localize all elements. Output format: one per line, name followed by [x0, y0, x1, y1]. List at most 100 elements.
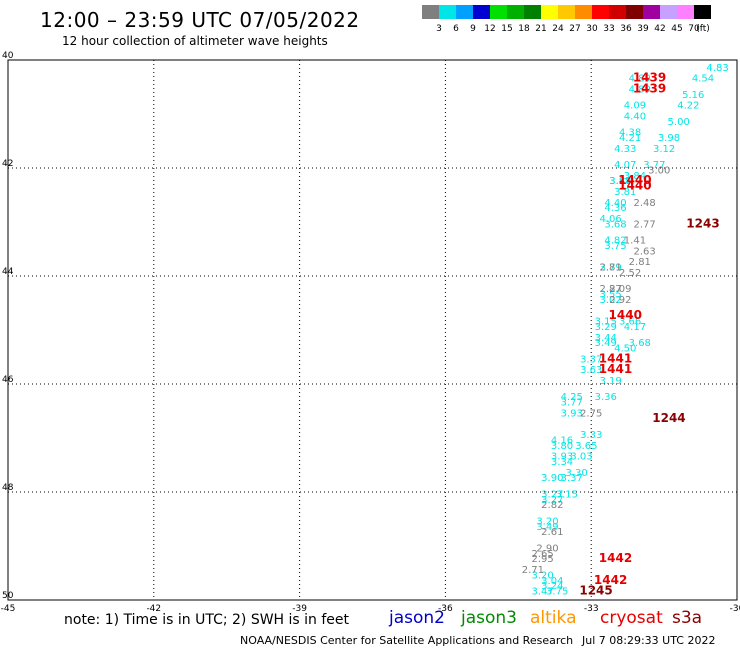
lat-tick-label: 44: [2, 267, 14, 277]
swh-label: 3.30: [565, 468, 587, 479]
swh-label: 3.44: [595, 333, 617, 344]
swh-label: 5.00: [668, 117, 690, 128]
swh-label: 3.03: [570, 452, 592, 463]
swh-label: 3.37: [561, 473, 583, 484]
swh-label: 3.75: [604, 241, 626, 252]
swh-label: 4.25: [561, 392, 583, 403]
swh-label: 3.68: [629, 338, 651, 349]
swh-label: 4.38: [619, 128, 641, 139]
swh-label: 4.16: [551, 435, 573, 446]
scale-label: 15: [501, 24, 512, 34]
swh-label: 2.09: [609, 284, 631, 295]
swh-label: 2.63: [634, 246, 656, 257]
scale-label: 24: [552, 24, 564, 34]
swh-label: 4.07: [614, 160, 636, 171]
swh-label: 4.89: [629, 84, 651, 95]
lat-tick-label: 40: [2, 51, 14, 61]
color-swatch: [558, 5, 575, 19]
scale-label: 39: [637, 24, 649, 34]
swh-label: 2.48: [634, 198, 656, 209]
swh-label: 1.41: [624, 236, 646, 247]
pass-time-label: 1441: [599, 362, 632, 376]
swh-label: 2.71: [522, 565, 544, 576]
color-swatch: [592, 5, 609, 19]
swh-label: 3.55: [600, 290, 622, 301]
pass-time-label: 1244: [652, 411, 685, 425]
map-subtitle: 12 hour collection of altimeter wave hei…: [62, 34, 328, 48]
swh-label: 3.93: [551, 452, 573, 463]
swh-label: 2.75: [580, 408, 602, 419]
pass-time-label: 1439: [633, 81, 666, 95]
swh-label: 2.81: [600, 263, 622, 274]
swh-label: 4.50: [614, 344, 636, 355]
swh-label: 4.21: [619, 133, 641, 144]
swh-label: 4.40: [604, 198, 626, 209]
color-swatch: [609, 5, 626, 19]
swh-label: 3.49: [595, 338, 617, 349]
swh-label: 3.27: [541, 489, 563, 500]
swh-label: 2.95: [531, 554, 553, 565]
swh-label: 3.24: [541, 581, 563, 592]
color-swatch: [439, 5, 456, 19]
pass-time-label: 1440: [618, 173, 651, 187]
lon-tick-label: -30: [730, 604, 740, 614]
swh-label: 2.61: [541, 527, 563, 538]
color-swatch: [575, 5, 592, 19]
swh-label: 4.40: [624, 111, 646, 122]
swh-label: 4.36: [604, 203, 626, 214]
scale-label: 42: [654, 24, 665, 34]
color-scale: 3 6 9 12 15 18 21 24 27 30 33 36 39 42 45 70(ft): [422, 5, 711, 34]
swh-label: 4.54: [692, 74, 714, 85]
color-swatch: [456, 5, 473, 19]
scale-label: 45: [671, 24, 682, 34]
swh-label: 3.84: [624, 171, 646, 182]
color-swatch: [677, 5, 694, 19]
timestamp-text: Jul 7 08:29:33 UTC 2022: [582, 634, 716, 647]
swh-label: 3.90: [541, 473, 563, 484]
swh-label: 3.68: [604, 219, 626, 230]
swh-label: 4.09: [624, 101, 646, 112]
swh-label: 4.22: [677, 101, 699, 112]
map-title: 12:00 – 23:59 UTC 07/05/2022: [40, 8, 360, 32]
swh-label: 4.82: [604, 236, 626, 247]
swh-label: 3.75: [546, 587, 568, 598]
lon-tick-label: -33: [584, 604, 599, 614]
swh-label: 3.20: [531, 570, 553, 581]
color-swatch: [490, 5, 507, 19]
lon-tick-label: -45: [1, 604, 16, 614]
swh-label: 3.79: [600, 263, 622, 274]
swh-label: 3.15: [595, 317, 617, 328]
pass-time-label: 1442: [594, 573, 627, 587]
color-swatch: [507, 5, 524, 19]
swh-label: 2.87: [600, 284, 622, 295]
color-swatch: [524, 5, 541, 19]
lon-tick-label: -36: [438, 604, 453, 614]
swh-label: 5.16: [682, 90, 704, 101]
swh-label: 3.80: [551, 441, 573, 452]
pass-time-label: 1440: [609, 308, 642, 322]
scale-label: 70: [688, 24, 700, 34]
swh-label: 3.04: [541, 576, 563, 587]
swh-label: 3.63: [580, 365, 602, 376]
swh-label: 3.15: [556, 489, 578, 500]
swh-label: 2.81: [629, 257, 651, 268]
pass-time-label: 1441: [599, 351, 632, 365]
swh-label: 2.92: [609, 295, 631, 306]
swh-label: 3.87: [609, 176, 631, 187]
swh-label: 3.20: [536, 516, 558, 527]
scale-unit: (ft): [696, 24, 710, 34]
lat-tick-label: 48: [2, 483, 14, 493]
legend-cryosat: cryosat: [600, 608, 663, 628]
swh-label: 3.00: [648, 165, 670, 176]
color-swatch: [422, 5, 439, 19]
swh-label: 4.17: [624, 322, 646, 333]
scale-label: 30: [586, 24, 598, 34]
swh-label: 3.19: [600, 376, 622, 387]
swh-label: 3.98: [658, 133, 680, 144]
lat-tick-label: 50: [2, 591, 14, 601]
swh-label: 3.93: [561, 408, 583, 419]
swh-label: 3.29: [595, 322, 617, 333]
lat-tick-label: 42: [2, 159, 13, 169]
credit-text: NOAA/NESDIS Center for Satellite Applica…: [240, 634, 574, 647]
scale-label: 12: [484, 24, 495, 34]
